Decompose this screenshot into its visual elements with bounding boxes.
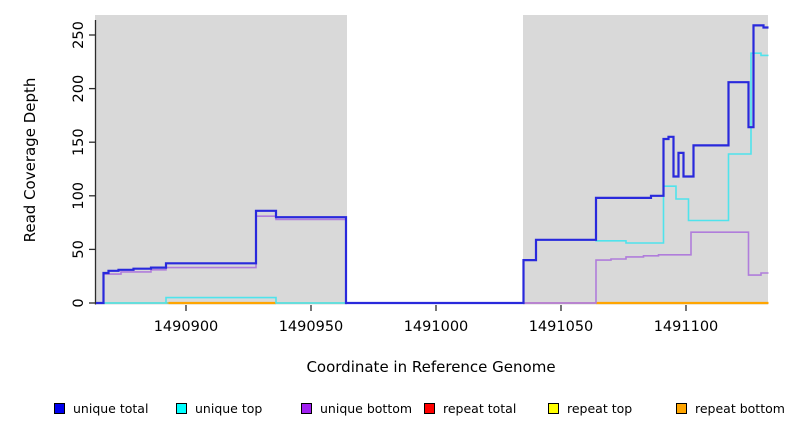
- shaded-panel: [523, 15, 768, 305]
- x-tick-label: 1491100: [654, 319, 719, 335]
- series-unique_top: [96, 52, 769, 304]
- shaded-panel: [95, 15, 347, 305]
- y-tick-label: 250: [71, 21, 87, 49]
- y-tick-label: 200: [71, 75, 87, 103]
- x-tick-label: 1491050: [529, 319, 594, 335]
- y-axis-title: Read Coverage Depth: [21, 77, 39, 243]
- series-unique_total: [96, 24, 769, 305]
- x-tick-label: 1490950: [279, 319, 344, 335]
- y-tick-label: 50: [71, 240, 87, 258]
- x-axis-title: Coordinate in Reference Genome: [306, 358, 556, 376]
- x-tick-label: 1490900: [154, 319, 219, 335]
- y-tick-label: 0: [71, 298, 87, 307]
- y-tick-label: 150: [71, 128, 87, 156]
- series-unique_bottom: [96, 215, 769, 304]
- x-tick-label: 1491000: [404, 319, 469, 335]
- y-tick-label: 100: [71, 182, 87, 210]
